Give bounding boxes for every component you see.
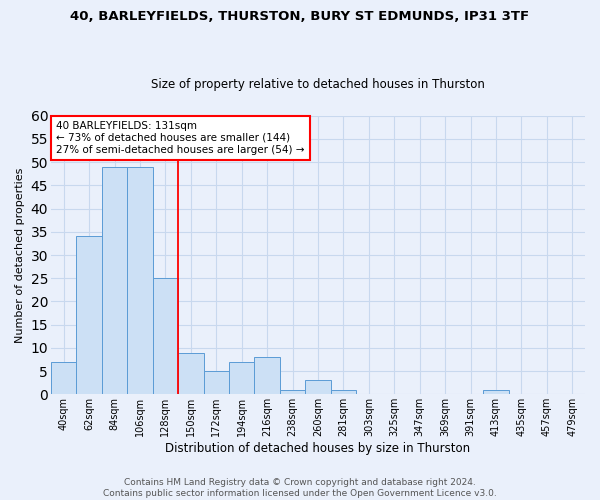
- Bar: [331, 390, 356, 394]
- Bar: [76, 236, 102, 394]
- Bar: [229, 362, 254, 394]
- Text: 40, BARLEYFIELDS, THURSTON, BURY ST EDMUNDS, IP31 3TF: 40, BARLEYFIELDS, THURSTON, BURY ST EDMU…: [70, 10, 530, 23]
- Bar: [152, 278, 178, 394]
- X-axis label: Distribution of detached houses by size in Thurston: Distribution of detached houses by size …: [166, 442, 470, 455]
- Bar: [280, 390, 305, 394]
- Bar: [305, 380, 331, 394]
- Y-axis label: Number of detached properties: Number of detached properties: [15, 168, 25, 342]
- Bar: [254, 357, 280, 395]
- Text: Contains HM Land Registry data © Crown copyright and database right 2024.
Contai: Contains HM Land Registry data © Crown c…: [103, 478, 497, 498]
- Bar: [51, 362, 76, 394]
- Text: 40 BARLEYFIELDS: 131sqm
← 73% of detached houses are smaller (144)
27% of semi-d: 40 BARLEYFIELDS: 131sqm ← 73% of detache…: [56, 122, 305, 154]
- Title: Size of property relative to detached houses in Thurston: Size of property relative to detached ho…: [151, 78, 485, 91]
- Bar: [127, 167, 152, 394]
- Bar: [483, 390, 509, 394]
- Bar: [102, 167, 127, 394]
- Bar: [178, 352, 203, 395]
- Bar: [203, 371, 229, 394]
